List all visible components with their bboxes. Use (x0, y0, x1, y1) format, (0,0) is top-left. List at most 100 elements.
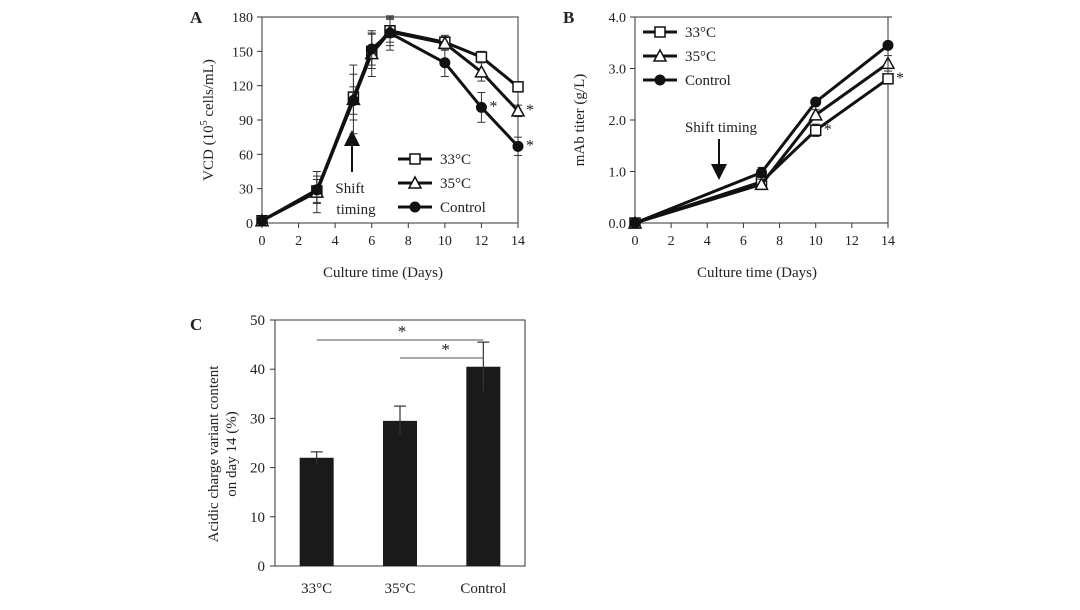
panel-c-category-label: 33°C (301, 581, 332, 597)
panel-b-x-tick-label: 0 (632, 234, 639, 249)
panel-c-bar-control (466, 366, 501, 566)
panel-c-y-tick-label: 40 (250, 362, 265, 378)
panel-a-annotation-line2: timing (336, 202, 376, 218)
panel-a-letter: A (190, 8, 203, 27)
panel-a-y-tick-label: 60 (239, 148, 253, 163)
panel-c-y-tick-label: 50 (250, 313, 265, 329)
panel-a-y-tick-label: 180 (232, 11, 253, 26)
panel-b-legend-marker-square (654, 26, 666, 38)
panel-b-data-point (754, 176, 769, 191)
panel-a-data-point (366, 43, 378, 55)
panel-a-y-tick-label: 30 (239, 183, 253, 198)
panel-b-data-point (810, 96, 822, 108)
panel-a-y-tick-label: 0 (246, 217, 253, 232)
panel-b-legend-label-control: Control (685, 73, 731, 89)
panel-b-y-tick-label: 1.0 (609, 166, 627, 181)
panel-b-data-point (756, 167, 767, 179)
panel-a-legend-marker-circle (409, 201, 421, 213)
panel-c-y-axis-label-line2: on day 14 (%) (224, 411, 240, 496)
panel-c-significance-star: * (398, 322, 407, 341)
panel-a-significance-star: * (489, 98, 497, 115)
panel-c-category-label: 35°C (384, 581, 415, 597)
panel-a-y-tick-label: 90 (239, 114, 253, 129)
panel-a-data-point (437, 35, 453, 50)
panel-a-x-tick-label: 10 (438, 234, 452, 249)
panel-b-titer-chart: B mAb titer (g/L) Culture time (Days) Sh… (563, 8, 904, 281)
panel-b-y-tick-label: 3.0 (609, 63, 627, 78)
panel-b-x-tick-label: 12 (845, 234, 859, 249)
panel-a-y-axis-label: VCD (105 cells/mL) (199, 59, 217, 181)
panel-a-data-point (475, 101, 487, 113)
panel-b-series-33c (629, 73, 894, 229)
panel-a-data-point (512, 140, 524, 152)
panel-b-data-point (882, 73, 894, 85)
panel-a-vcd-chart: A VCD (105 cells/mL) Culture time (Days)… (190, 8, 534, 281)
panel-c-significance-star: * (441, 340, 450, 359)
panel-b-x-tick-label: 8 (776, 234, 783, 249)
panel-b-significance-star: * (824, 121, 832, 138)
panel-b-data-point (809, 124, 822, 137)
panel-b-x-tick-label: 10 (809, 234, 823, 249)
panel-a-legend-label-35c: 35°C (440, 176, 471, 192)
panel-c-bar-33c (299, 457, 334, 566)
panel-c-y-tick-label: 30 (250, 411, 265, 427)
panel-c-bar-chart: C Acidic charge variant content on day 1… (190, 313, 526, 597)
panel-a-x-tick-label: 2 (295, 234, 302, 249)
panel-b-x-tick-label: 4 (704, 234, 711, 249)
panel-b-series-line-control (634, 44, 889, 225)
panel-a-data-point (510, 103, 526, 117)
panel-a-x-tick-label: 4 (332, 234, 339, 249)
panel-a-legend-label-33c: 33°C (440, 152, 471, 168)
panel-c-bar-35c (383, 420, 417, 566)
panel-a-legend-marker-square (409, 153, 421, 165)
panel-b-y-tick-label: 2.0 (609, 114, 627, 129)
panel-a-y-tick-label: 150 (232, 45, 253, 60)
panel-a-y-tick-label: 120 (232, 80, 253, 95)
panel-b-series-line-35c (634, 62, 889, 225)
panel-a-legend-marker-triangle (407, 175, 423, 189)
panel-a-x-tick-label: 6 (368, 234, 375, 249)
panel-c-category-label: Control (460, 581, 506, 597)
panel-b-legend-label-35c: 35°C (685, 49, 716, 65)
panel-a-data-point (347, 95, 359, 107)
panel-a-series-line-control (261, 31, 520, 223)
panel-b-legend-marker-triangle (652, 48, 668, 62)
panel-a-x-axis-label: Culture time (Days) (323, 265, 443, 281)
panel-a-series-control (256, 15, 524, 227)
panel-b-series-control (629, 16, 894, 229)
panel-b-legend: 33°C 35°C Control (643, 25, 731, 89)
panel-b-annotation: Shift timing (685, 120, 758, 136)
panel-b-data-point (629, 217, 641, 229)
panel-b-data-point (882, 39, 894, 51)
panel-c-letter: C (190, 315, 202, 334)
panel-b-significance-star: * (896, 70, 904, 87)
panel-a-data-point (311, 184, 323, 196)
panel-a-data-point (256, 215, 268, 227)
panel-b-x-tick-label: 6 (740, 234, 747, 249)
panel-b-y-axis-label: mAb titer (g/L) (572, 74, 588, 166)
panel-a-x-tick-label: 0 (259, 234, 266, 249)
panel-a-data-point (384, 27, 396, 39)
panel-b-data-point (808, 107, 823, 121)
panel-b-legend-marker-circle (654, 74, 666, 86)
panel-b-x-axis-label: Culture time (Days) (697, 265, 817, 281)
panel-a-x-tick-label: 14 (511, 234, 525, 249)
panel-c-y-axis-label-line1: Acidic charge variant content (206, 365, 222, 543)
panel-b-plot-frame (634, 16, 889, 224)
panel-b-y-tick-label: 4.0 (609, 11, 627, 26)
panel-a-data-point (439, 57, 451, 69)
panel-a-data-point (475, 51, 488, 63)
panel-b-x-tick-label: 2 (668, 234, 675, 249)
panel-a-significance-star: * (526, 137, 534, 154)
panel-b-y-tick-label: 0.0 (609, 217, 627, 232)
panel-a-x-tick-label: 12 (474, 234, 488, 249)
panel-b-series-line-33c (634, 77, 889, 225)
panel-c-y-tick-label: 20 (250, 461, 265, 477)
panel-c-y-tick-label: 10 (250, 510, 265, 526)
panel-a-legend: 33°C 35°C Control (398, 152, 486, 216)
panel-a-legend-label-control: Control (440, 200, 486, 216)
panel-a-data-point (474, 64, 489, 78)
panel-a-data-point (512, 81, 524, 93)
panel-b-legend-label-33c: 33°C (685, 25, 716, 41)
